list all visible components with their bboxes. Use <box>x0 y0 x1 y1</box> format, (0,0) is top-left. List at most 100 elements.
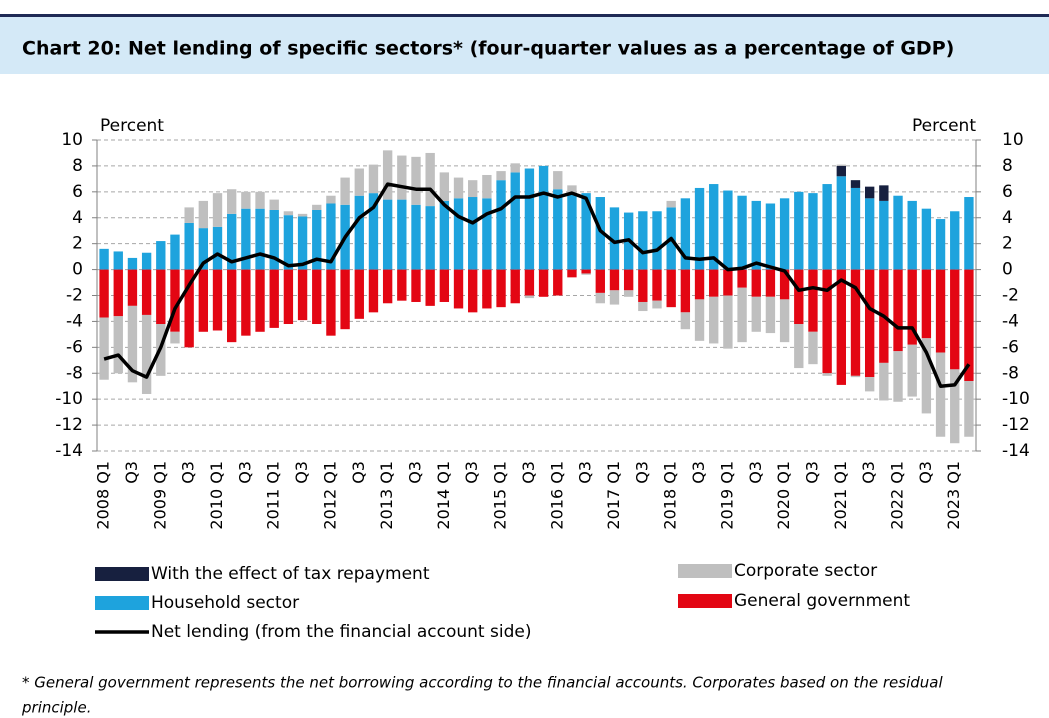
bar <box>595 269 605 293</box>
bar <box>99 248 109 270</box>
bar <box>709 296 719 344</box>
bar <box>482 269 492 309</box>
bar <box>439 172 450 201</box>
bar <box>907 200 917 270</box>
y2-tick-label: 10 <box>1002 130 1024 150</box>
bar <box>836 165 846 177</box>
bar <box>113 316 123 374</box>
x-tick-label: 2019 Q1 <box>717 461 736 530</box>
bar <box>879 185 889 201</box>
y2-tick-label: -8 <box>1002 363 1019 383</box>
bar <box>340 177 350 205</box>
bar <box>212 269 223 331</box>
bar <box>184 222 194 270</box>
bar <box>794 324 804 369</box>
bar <box>411 204 421 270</box>
y2-tick-label: -6 <box>1002 337 1019 357</box>
bar <box>156 269 166 325</box>
x-tick-label: 2020 Q1 <box>774 461 793 530</box>
bar <box>382 199 393 270</box>
bar <box>751 200 761 270</box>
footnote: * General government represents the net … <box>22 674 943 692</box>
legend-label: Household sector <box>151 593 299 613</box>
bar <box>935 269 946 353</box>
y-tick-label: -10 <box>55 389 83 409</box>
bar <box>779 299 790 343</box>
bar <box>581 273 591 275</box>
bar <box>354 195 364 270</box>
x-tick-label: Q3 <box>576 461 595 484</box>
bar <box>269 199 279 210</box>
bar <box>623 290 634 297</box>
bar <box>397 199 407 270</box>
bar <box>241 191 251 209</box>
legend-label: General government <box>734 591 910 611</box>
bar <box>595 292 605 304</box>
bar <box>397 269 407 301</box>
bar <box>864 377 875 392</box>
bar <box>170 234 180 270</box>
x-tick-label: Q3 <box>519 461 538 484</box>
bar <box>609 290 620 305</box>
bar <box>227 213 237 270</box>
bar <box>269 209 279 270</box>
bar <box>326 195 336 204</box>
bar <box>283 215 294 270</box>
x-tick-label: 2011 Q1 <box>264 461 283 530</box>
x-tick-label: 2014 Q1 <box>434 461 453 530</box>
y2-tick-label: 0 <box>1002 260 1013 280</box>
bar <box>638 211 648 270</box>
bar <box>950 211 960 270</box>
bar <box>212 226 223 270</box>
x-tick-label: 2013 Q1 <box>377 461 396 530</box>
bar <box>921 338 932 414</box>
bar <box>609 269 620 291</box>
bar <box>822 269 832 374</box>
bar <box>227 189 237 214</box>
bar <box>836 176 846 270</box>
bar <box>935 219 946 270</box>
bar <box>170 269 180 332</box>
bar <box>850 187 861 270</box>
x-tick-label: Q3 <box>349 461 368 484</box>
bar <box>893 195 903 270</box>
bar <box>453 177 464 199</box>
bar <box>496 171 506 181</box>
bar <box>538 269 549 297</box>
legend-label: Net lending (from the financial account … <box>151 622 531 642</box>
footnote: principle. <box>21 699 91 717</box>
x-tick-label: Q3 <box>179 461 198 484</box>
header <box>0 17 1049 74</box>
y-tick-label: -8 <box>66 363 83 383</box>
bar <box>864 186 875 199</box>
bar <box>297 213 308 217</box>
bar <box>822 373 832 376</box>
bar <box>567 194 577 270</box>
bar <box>255 208 265 270</box>
bar <box>382 150 393 200</box>
bar <box>680 198 691 270</box>
bar <box>638 269 648 302</box>
bar <box>893 269 903 352</box>
bar <box>652 269 662 301</box>
bar <box>368 269 379 313</box>
y-tick-label: -4 <box>66 311 83 331</box>
bar <box>99 317 109 380</box>
bar <box>312 209 322 270</box>
bar <box>113 269 123 317</box>
bar <box>964 197 974 270</box>
bar <box>510 163 520 173</box>
legend-swatch <box>95 596 149 610</box>
y2-tick-label: 4 <box>1002 208 1013 228</box>
bar <box>723 190 733 270</box>
legend-swatch <box>95 567 149 581</box>
bar <box>368 164 379 194</box>
bar <box>921 269 932 339</box>
x-tick-label: Q3 <box>859 461 878 484</box>
bar <box>581 193 591 270</box>
bar <box>468 269 478 313</box>
bar <box>468 197 478 270</box>
bar <box>283 211 294 216</box>
bar <box>709 269 719 297</box>
bar <box>652 300 662 309</box>
